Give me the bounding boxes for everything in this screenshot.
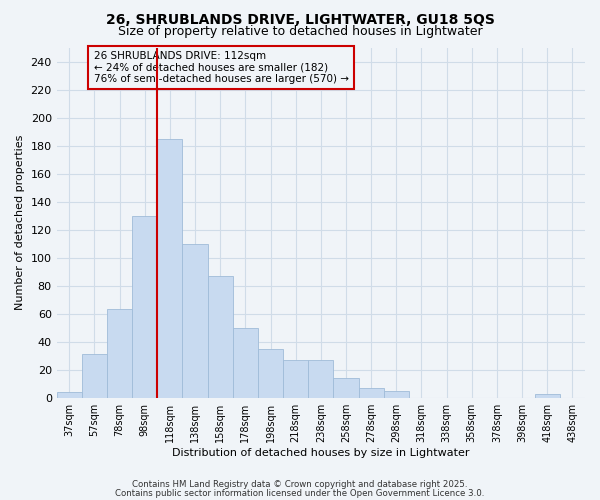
- Bar: [334, 378, 359, 398]
- Bar: [208, 276, 233, 398]
- Text: Size of property relative to detached houses in Lightwater: Size of property relative to detached ho…: [118, 25, 482, 38]
- Bar: [535, 394, 560, 398]
- Bar: [233, 328, 258, 398]
- Bar: [182, 244, 208, 398]
- Bar: [359, 388, 384, 398]
- Bar: [384, 390, 409, 398]
- Text: Contains public sector information licensed under the Open Government Licence 3.: Contains public sector information licen…: [115, 488, 485, 498]
- Bar: [107, 310, 132, 398]
- Bar: [82, 354, 107, 398]
- Bar: [308, 360, 334, 398]
- Bar: [56, 392, 82, 398]
- Bar: [258, 348, 283, 398]
- Bar: [283, 360, 308, 398]
- Y-axis label: Number of detached properties: Number of detached properties: [15, 135, 25, 310]
- X-axis label: Distribution of detached houses by size in Lightwater: Distribution of detached houses by size …: [172, 448, 470, 458]
- Bar: [132, 216, 157, 398]
- Text: 26, SHRUBLANDS DRIVE, LIGHTWATER, GU18 5QS: 26, SHRUBLANDS DRIVE, LIGHTWATER, GU18 5…: [106, 12, 494, 26]
- Bar: [157, 138, 182, 398]
- Text: Contains HM Land Registry data © Crown copyright and database right 2025.: Contains HM Land Registry data © Crown c…: [132, 480, 468, 489]
- Text: 26 SHRUBLANDS DRIVE: 112sqm
← 24% of detached houses are smaller (182)
76% of se: 26 SHRUBLANDS DRIVE: 112sqm ← 24% of det…: [94, 51, 349, 84]
